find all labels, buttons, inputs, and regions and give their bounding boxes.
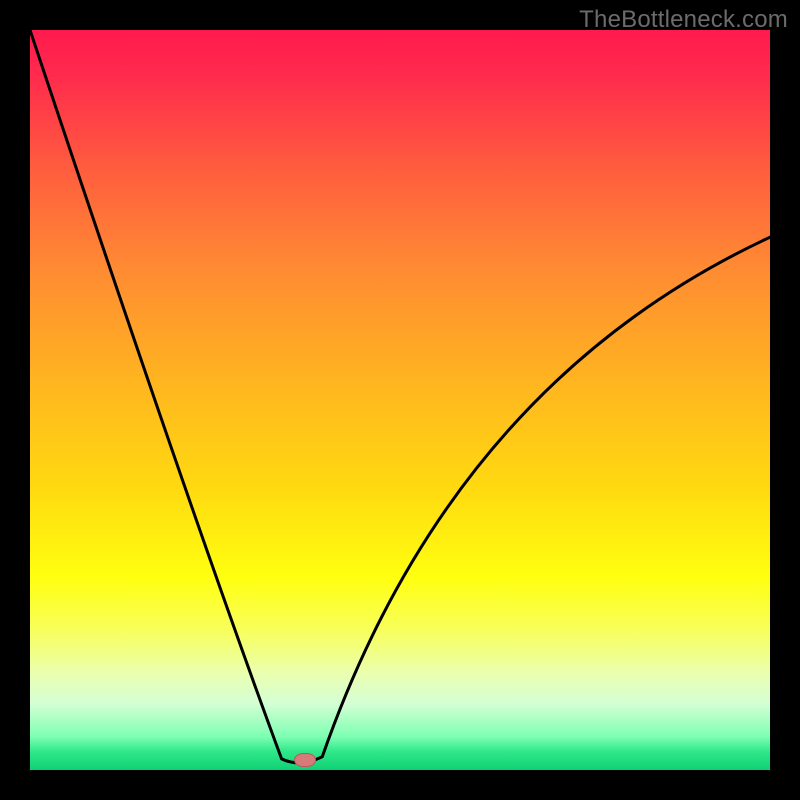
bottleneck-curve (30, 30, 770, 770)
plot-area (30, 30, 770, 770)
optimum-marker (294, 753, 316, 767)
chart-container: TheBottleneck.com (0, 0, 800, 800)
